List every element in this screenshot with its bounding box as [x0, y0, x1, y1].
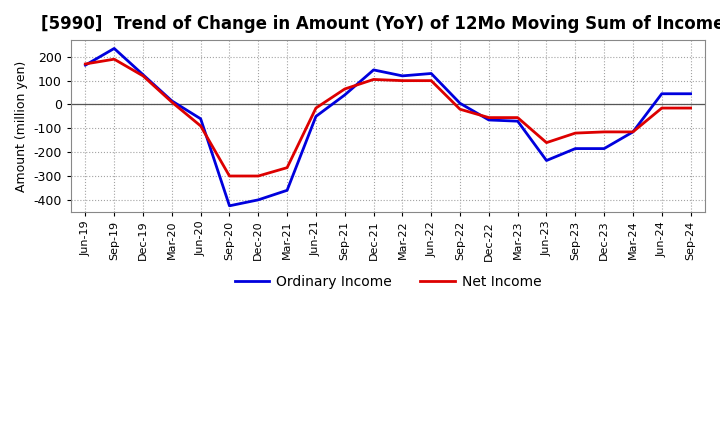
Ordinary Income — [398, 73, 407, 78]
Net Income — [686, 106, 695, 111]
Ordinary Income — [254, 197, 263, 202]
Ordinary Income — [81, 62, 90, 68]
Legend: Ordinary Income, Net Income: Ordinary Income, Net Income — [229, 269, 546, 294]
Net Income — [657, 106, 666, 111]
Ordinary Income — [456, 101, 464, 106]
Net Income — [542, 140, 551, 145]
Ordinary Income — [600, 146, 608, 151]
Net Income — [312, 106, 320, 111]
Net Income — [254, 173, 263, 179]
Ordinary Income — [542, 158, 551, 163]
Net Income — [485, 115, 493, 120]
Ordinary Income — [341, 92, 349, 98]
Line: Ordinary Income: Ordinary Income — [86, 48, 690, 206]
Net Income — [283, 165, 292, 170]
Ordinary Income — [657, 91, 666, 96]
Net Income — [341, 86, 349, 92]
Net Income — [139, 73, 148, 78]
Ordinary Income — [312, 114, 320, 119]
Net Income — [168, 99, 176, 105]
Ordinary Income — [369, 67, 378, 73]
Net Income — [600, 129, 608, 135]
Net Income — [398, 78, 407, 83]
Ordinary Income — [139, 72, 148, 77]
Line: Net Income: Net Income — [86, 59, 690, 176]
Ordinary Income — [197, 116, 205, 121]
Title: [5990]  Trend of Change in Amount (YoY) of 12Mo Moving Sum of Incomes: [5990] Trend of Change in Amount (YoY) o… — [41, 15, 720, 33]
Net Income — [456, 106, 464, 112]
Ordinary Income — [686, 91, 695, 96]
Ordinary Income — [427, 71, 436, 76]
Y-axis label: Amount (million yen): Amount (million yen) — [15, 60, 28, 191]
Net Income — [513, 115, 522, 120]
Net Income — [81, 61, 90, 66]
Ordinary Income — [168, 98, 176, 103]
Net Income — [197, 123, 205, 128]
Net Income — [571, 130, 580, 136]
Net Income — [110, 57, 119, 62]
Ordinary Income — [629, 129, 637, 135]
Ordinary Income — [485, 117, 493, 123]
Ordinary Income — [283, 188, 292, 193]
Net Income — [225, 173, 234, 179]
Net Income — [427, 78, 436, 83]
Ordinary Income — [571, 146, 580, 151]
Ordinary Income — [110, 46, 119, 51]
Ordinary Income — [225, 203, 234, 209]
Ordinary Income — [513, 118, 522, 124]
Net Income — [629, 129, 637, 135]
Net Income — [369, 77, 378, 82]
